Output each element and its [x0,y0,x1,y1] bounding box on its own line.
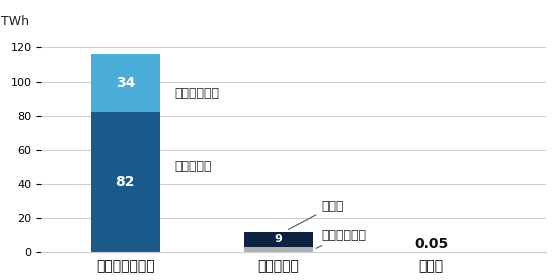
Text: スウェーデン: スウェーデン [174,87,220,100]
Text: TWh: TWh [1,15,29,28]
Bar [91,112,160,252]
Bar [244,232,313,247]
Text: 82: 82 [116,175,135,189]
Text: 34: 34 [116,76,135,90]
Text: ノルウェー: ノルウェー [174,160,212,173]
Text: オーストリア: オーストリア [316,228,366,248]
Text: スイス: スイス [289,200,343,230]
Bar [91,54,160,112]
Bar [244,247,313,252]
Text: 0.05: 0.05 [414,237,448,251]
Text: 9: 9 [274,234,282,244]
